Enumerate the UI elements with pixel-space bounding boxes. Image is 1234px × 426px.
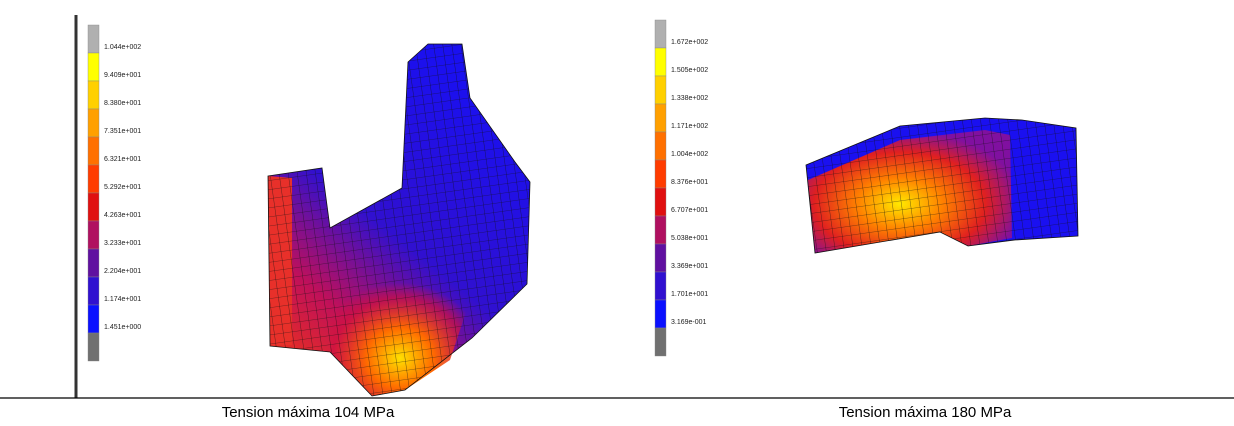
legend-swatch [655,300,666,328]
legend-swatch [88,109,99,137]
legend-label: 5.038e+001 [671,235,708,242]
legend-label: 1.338e+002 [671,95,708,102]
legend-label: 1.044e+002 [104,44,141,51]
legend-label: 5.292e+001 [104,184,141,191]
legend-swatch [655,104,666,132]
legend-label: 1.701e+001 [671,291,708,298]
mesh-model [806,118,1078,253]
legend-swatch [88,25,99,53]
legend-label: 9.409e+001 [104,72,141,79]
legend-swatch [655,244,666,272]
legend-label: 1.174e+001 [104,296,141,303]
legend-label: 3.369e+001 [671,263,708,270]
legend-label: 7.351e+001 [104,128,141,135]
legend-swatch [88,81,99,109]
legend-label: 2.204e+001 [104,268,141,275]
legend-label: 8.376e+001 [671,179,708,186]
legend-swatch [655,76,666,104]
legend-swatch [88,53,99,81]
legend-label: 3.233e+001 [104,240,141,247]
legend-label: 8.380e+001 [104,100,141,107]
legend-label: 6.707e+001 [671,207,708,214]
legend-swatch [88,305,99,333]
caption: Tension máxima 180 MPa [839,404,1012,421]
legend-label: 4.263e+001 [104,212,141,219]
legend-swatch [655,188,666,216]
legend-label: 6.321e+001 [104,156,141,163]
legend-label: 3.169e-001 [671,319,707,326]
legend-label: 1.451e+000 [104,324,141,331]
legend-swatch [655,20,666,48]
legend-swatch [88,193,99,221]
legend-label: 1.171e+002 [671,123,708,130]
legend-swatch [88,333,99,361]
legend-label: 1.004e+002 [671,151,708,158]
legend-swatch [88,249,99,277]
page: Tension máxima 104 MPa Tension máxima 18… [0,0,1234,426]
figure: Tension máxima 104 MPa Tension máxima 18… [0,0,1234,426]
legend-swatch [655,132,666,160]
legend-swatch [655,48,666,76]
legend-swatch [88,221,99,249]
legend-swatch [88,165,99,193]
caption: Tension máxima 104 MPa [222,404,395,421]
mesh-model [268,44,530,396]
legend-label: 1.505e+002 [671,67,708,74]
legend-label: 1.672e+002 [671,39,708,46]
legend-swatch [88,137,99,165]
legend-swatch [88,277,99,305]
legend-swatch [655,160,666,188]
legend-swatch [655,272,666,300]
legend-swatch [655,328,666,356]
legend-swatch [655,216,666,244]
